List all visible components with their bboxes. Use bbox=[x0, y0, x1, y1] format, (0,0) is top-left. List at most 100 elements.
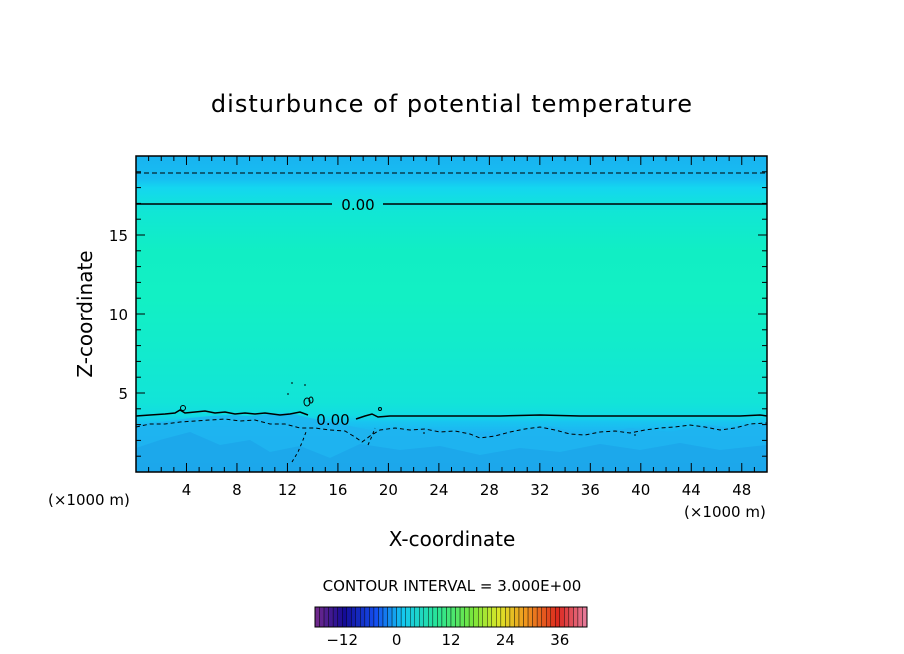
colorbar-cell bbox=[351, 606, 356, 628]
colorbar-cell bbox=[550, 606, 556, 628]
colorbar-cell bbox=[473, 606, 479, 628]
colorbar-cell bbox=[527, 606, 533, 628]
colorbar-cell bbox=[582, 606, 588, 628]
colorbar-frame bbox=[314, 606, 588, 628]
colorbar-cell bbox=[459, 606, 465, 628]
colorbar-cell bbox=[360, 606, 366, 628]
colorbar-cell bbox=[319, 606, 325, 628]
x-tick-label: 8 bbox=[232, 481, 242, 499]
colorbar-cell bbox=[523, 606, 529, 628]
contour-label-upper: 0.00 bbox=[341, 196, 374, 214]
colorbar-tick-label: 12 bbox=[441, 631, 460, 649]
plot-area: 0.00 0.00 bbox=[135, 155, 768, 473]
colorbar-cell bbox=[419, 606, 424, 628]
x-tick-label: 44 bbox=[682, 481, 701, 499]
colorbar-cell bbox=[382, 606, 388, 628]
colorbar-cell bbox=[491, 606, 497, 628]
surface-plume-contour bbox=[291, 427, 376, 463]
colorbar-cell bbox=[564, 606, 570, 628]
colorbar-cell bbox=[468, 606, 474, 628]
x-tick-label: 40 bbox=[631, 481, 650, 499]
colorbar-cell bbox=[337, 606, 343, 628]
convective-cell-contours bbox=[180, 382, 636, 437]
colorbar-cell bbox=[387, 606, 393, 628]
colorbar-cell bbox=[450, 606, 456, 628]
colorbar-cell bbox=[373, 606, 379, 628]
colorbar-cell bbox=[400, 606, 406, 628]
colorbar-cell bbox=[478, 606, 483, 628]
colorbar-cell bbox=[332, 606, 338, 628]
colorbar-cell bbox=[577, 606, 583, 628]
colorbar-cell bbox=[423, 606, 429, 628]
colorbar-cell bbox=[437, 606, 443, 628]
x-tick-label: 48 bbox=[732, 481, 751, 499]
y-tick-label: 15 bbox=[109, 227, 128, 245]
colorbar-cell bbox=[514, 606, 520, 628]
colorbar-cell bbox=[346, 606, 352, 628]
colorbar-cell bbox=[342, 606, 347, 628]
x-tick-label: 20 bbox=[379, 481, 398, 499]
lower-dark-patches bbox=[136, 432, 767, 472]
lower-dashed-contour bbox=[136, 418, 767, 443]
colorbar-cell bbox=[546, 606, 551, 628]
colorbar-tick-labels: −12 0 12 24 36 bbox=[326, 631, 569, 649]
colorbar-cell bbox=[446, 606, 452, 628]
colorbar-cell bbox=[414, 606, 420, 628]
y-tick-label: 5 bbox=[118, 385, 128, 403]
colorbar-cell bbox=[428, 606, 434, 628]
chart-title: disturbunce of potential temperature bbox=[211, 90, 693, 118]
colorbar-cell bbox=[568, 606, 574, 628]
colorbar-cell bbox=[441, 606, 447, 628]
colorbar-cell bbox=[323, 606, 329, 628]
colorbar-cell bbox=[455, 606, 461, 628]
colorbar: −12 0 12 24 36 bbox=[314, 606, 588, 649]
colorbar-cell bbox=[328, 606, 334, 628]
colorbar-cell bbox=[410, 606, 415, 628]
x-tick-label: 16 bbox=[328, 481, 347, 499]
colorbar-tick-label: 24 bbox=[496, 631, 515, 649]
x-axis-label: X-coordinate bbox=[389, 527, 516, 551]
colorbar-cell bbox=[536, 606, 542, 628]
y-axis-label: Z-coordinate bbox=[73, 250, 97, 377]
colorbar-cell bbox=[496, 606, 502, 628]
colorbar-cell bbox=[391, 606, 397, 628]
contour-label-lower: 0.00 bbox=[316, 411, 349, 429]
colorbar-cell bbox=[573, 606, 579, 628]
colorbar-cell bbox=[378, 606, 384, 628]
y-tick-label: 10 bbox=[109, 306, 128, 324]
colorbar-cell bbox=[396, 606, 402, 628]
colorbar-cell bbox=[355, 606, 361, 628]
colorbar-cell bbox=[482, 606, 488, 628]
x-tick-label: 24 bbox=[429, 481, 448, 499]
colorbar-cell bbox=[505, 606, 511, 628]
colorbar-cell bbox=[432, 606, 438, 628]
colorbar-cell bbox=[364, 606, 370, 628]
colorbar-cell bbox=[559, 606, 565, 628]
colorbar-cell bbox=[500, 606, 506, 628]
colorbar-tick-label: 36 bbox=[550, 631, 569, 649]
x-tick-label: 28 bbox=[480, 481, 499, 499]
colorbar-tick-label: 0 bbox=[392, 631, 402, 649]
colorbar-cell bbox=[487, 606, 492, 628]
zero-contour-lower bbox=[136, 409, 767, 420]
x-axis-ticks: 4 8 12 16 20 24 28 32 36 40 44 48 bbox=[148, 156, 755, 499]
colorbar-cell bbox=[518, 606, 524, 628]
x-tick-label: 32 bbox=[530, 481, 549, 499]
y-axis-ticks: 5 10 15 bbox=[109, 171, 767, 457]
x-tick-label: 4 bbox=[182, 481, 192, 499]
x-axis-unit-left: (×1000 m) bbox=[48, 491, 130, 509]
contour-interval-text: CONTOUR INTERVAL = 3.000E+00 bbox=[323, 577, 582, 595]
x-tick-label: 36 bbox=[581, 481, 600, 499]
colorbar-cells bbox=[314, 606, 588, 628]
colorbar-cell bbox=[464, 606, 470, 628]
colorbar-cell bbox=[532, 606, 538, 628]
colorbar-cell bbox=[314, 606, 320, 628]
colorbar-cell bbox=[555, 606, 560, 628]
x-tick-label: 12 bbox=[278, 481, 297, 499]
colorbar-cell bbox=[405, 606, 411, 628]
colorbar-cell bbox=[509, 606, 515, 628]
colorbar-tick-label: −12 bbox=[326, 631, 358, 649]
colorbar-cell bbox=[369, 606, 375, 628]
colorbar-cell bbox=[541, 606, 547, 628]
